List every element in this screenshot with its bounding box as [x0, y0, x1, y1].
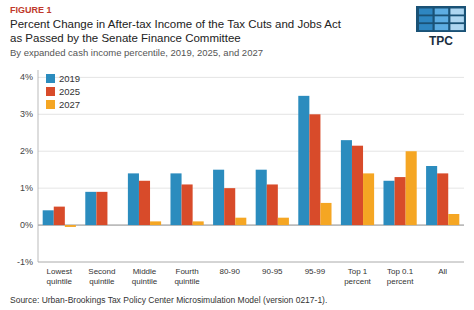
- bar: [128, 173, 139, 225]
- chart-svg: FIGURE 1 Percent Change in After-tax Inco…: [0, 0, 474, 310]
- x-tick-label-line: 80-90: [219, 267, 240, 276]
- bar: [139, 181, 150, 225]
- bar: [213, 170, 224, 225]
- bar: [107, 225, 118, 226]
- bar: [383, 181, 394, 225]
- bar: [193, 221, 204, 225]
- x-axis-line: [38, 262, 464, 263]
- bar: [278, 218, 289, 225]
- logo-cell: [435, 16, 449, 22]
- bar: [150, 221, 161, 225]
- logo-cell: [450, 16, 464, 22]
- bar: [256, 170, 267, 225]
- bar: [309, 114, 320, 225]
- y-axis-line: [38, 70, 39, 262]
- grid-line: [38, 262, 464, 263]
- y-tick-label: 0%: [20, 220, 33, 230]
- x-tick-label: All: [438, 267, 447, 276]
- x-tick-label-line: quintile: [174, 277, 200, 286]
- x-tick-label-line: quintile: [89, 277, 115, 286]
- y-tick-label: -1%: [17, 257, 33, 267]
- logo-cell: [419, 24, 433, 30]
- legend-label: 2027: [59, 99, 80, 110]
- figure-label: FIGURE 1: [10, 5, 52, 15]
- x-tick-label-line: All: [438, 267, 447, 276]
- legend: 2019 2025 2027: [46, 73, 80, 110]
- logo-cell: [450, 24, 464, 30]
- x-tick-label-line: percent: [387, 277, 414, 286]
- logo-background: [416, 6, 466, 32]
- bar: [406, 151, 417, 225]
- x-tick-label-line: Top 1: [348, 267, 368, 276]
- subtitle: By expanded cash income percentile, 2019…: [10, 47, 263, 58]
- logo-cell: [435, 24, 449, 30]
- bar: [352, 146, 363, 225]
- x-tick-label: Top 1percent: [344, 267, 371, 286]
- legend-label: 2025: [59, 86, 80, 97]
- grid: [38, 77, 464, 262]
- logo-cell: [419, 16, 433, 22]
- x-tick-label-line: 95-99: [305, 267, 326, 276]
- bar: [341, 140, 352, 225]
- logo-cell: [450, 9, 464, 15]
- bar: [395, 177, 406, 225]
- x-tick-label-line: quintile: [47, 277, 73, 286]
- x-tick-label: Middlequintile: [132, 267, 158, 286]
- bar: [182, 184, 193, 225]
- x-tick-label: 80-90: [219, 267, 240, 276]
- title: as Passed by the Senate Finance Committe…: [10, 32, 241, 44]
- bar: [448, 214, 459, 225]
- bar: [54, 207, 65, 225]
- bar: [437, 173, 448, 225]
- logo-cell: [435, 9, 449, 15]
- bar: [85, 192, 96, 225]
- x-tick-label-line: 90-95: [262, 267, 283, 276]
- bar: [96, 192, 107, 225]
- x-tick-label: Top 0.1percent: [387, 267, 414, 286]
- chart-container: FIGURE 1 Percent Change in After-tax Inco…: [0, 0, 474, 310]
- bar: [170, 173, 181, 225]
- bar: [363, 173, 374, 225]
- bar: [43, 210, 54, 225]
- x-tick-label-line: Top 0.1: [387, 267, 414, 276]
- y-tick-label: 2%: [20, 146, 33, 156]
- bar: [298, 96, 309, 225]
- x-tick-label-line: Fourth: [176, 267, 199, 276]
- logo-text: TPC: [429, 34, 453, 48]
- x-tick-label: Fourthquintile: [174, 267, 200, 286]
- legend-swatch: [46, 100, 55, 109]
- bar: [224, 188, 235, 225]
- x-tick-label-line: Lowest: [47, 267, 73, 276]
- x-tick-label: Lowestquintile: [47, 267, 73, 286]
- bar: [235, 218, 246, 225]
- x-tick-label-line: Second: [88, 267, 115, 276]
- legend-swatch: [46, 87, 55, 96]
- bar: [426, 166, 437, 225]
- bars: [43, 96, 460, 227]
- source: Source: Urban-Brookings Tax Policy Cente…: [10, 295, 327, 305]
- x-tick-label: Secondquintile: [88, 267, 115, 286]
- bar: [267, 184, 278, 225]
- grid-line: [38, 151, 464, 152]
- bar: [320, 203, 331, 225]
- grid-line: [38, 114, 464, 115]
- x-tick-label-line: quintile: [132, 277, 158, 286]
- x-tick-label-line: percent: [344, 277, 371, 286]
- y-tick-label: 4%: [20, 72, 33, 82]
- x-tick-label: 95-99: [305, 267, 326, 276]
- bar: [65, 225, 76, 227]
- x-tick-label-line: Middle: [133, 267, 157, 276]
- legend-swatch: [46, 74, 55, 83]
- legend-label: 2019: [59, 73, 80, 84]
- x-tick-label: 90-95: [262, 267, 283, 276]
- logo: TPC: [416, 6, 466, 48]
- title: Percent Change in After-tax Income of th…: [10, 18, 342, 30]
- y-tick-label: 1%: [20, 183, 33, 193]
- grid-line: [38, 77, 464, 78]
- logo-cell: [419, 9, 433, 15]
- y-tick-label: 3%: [20, 109, 33, 119]
